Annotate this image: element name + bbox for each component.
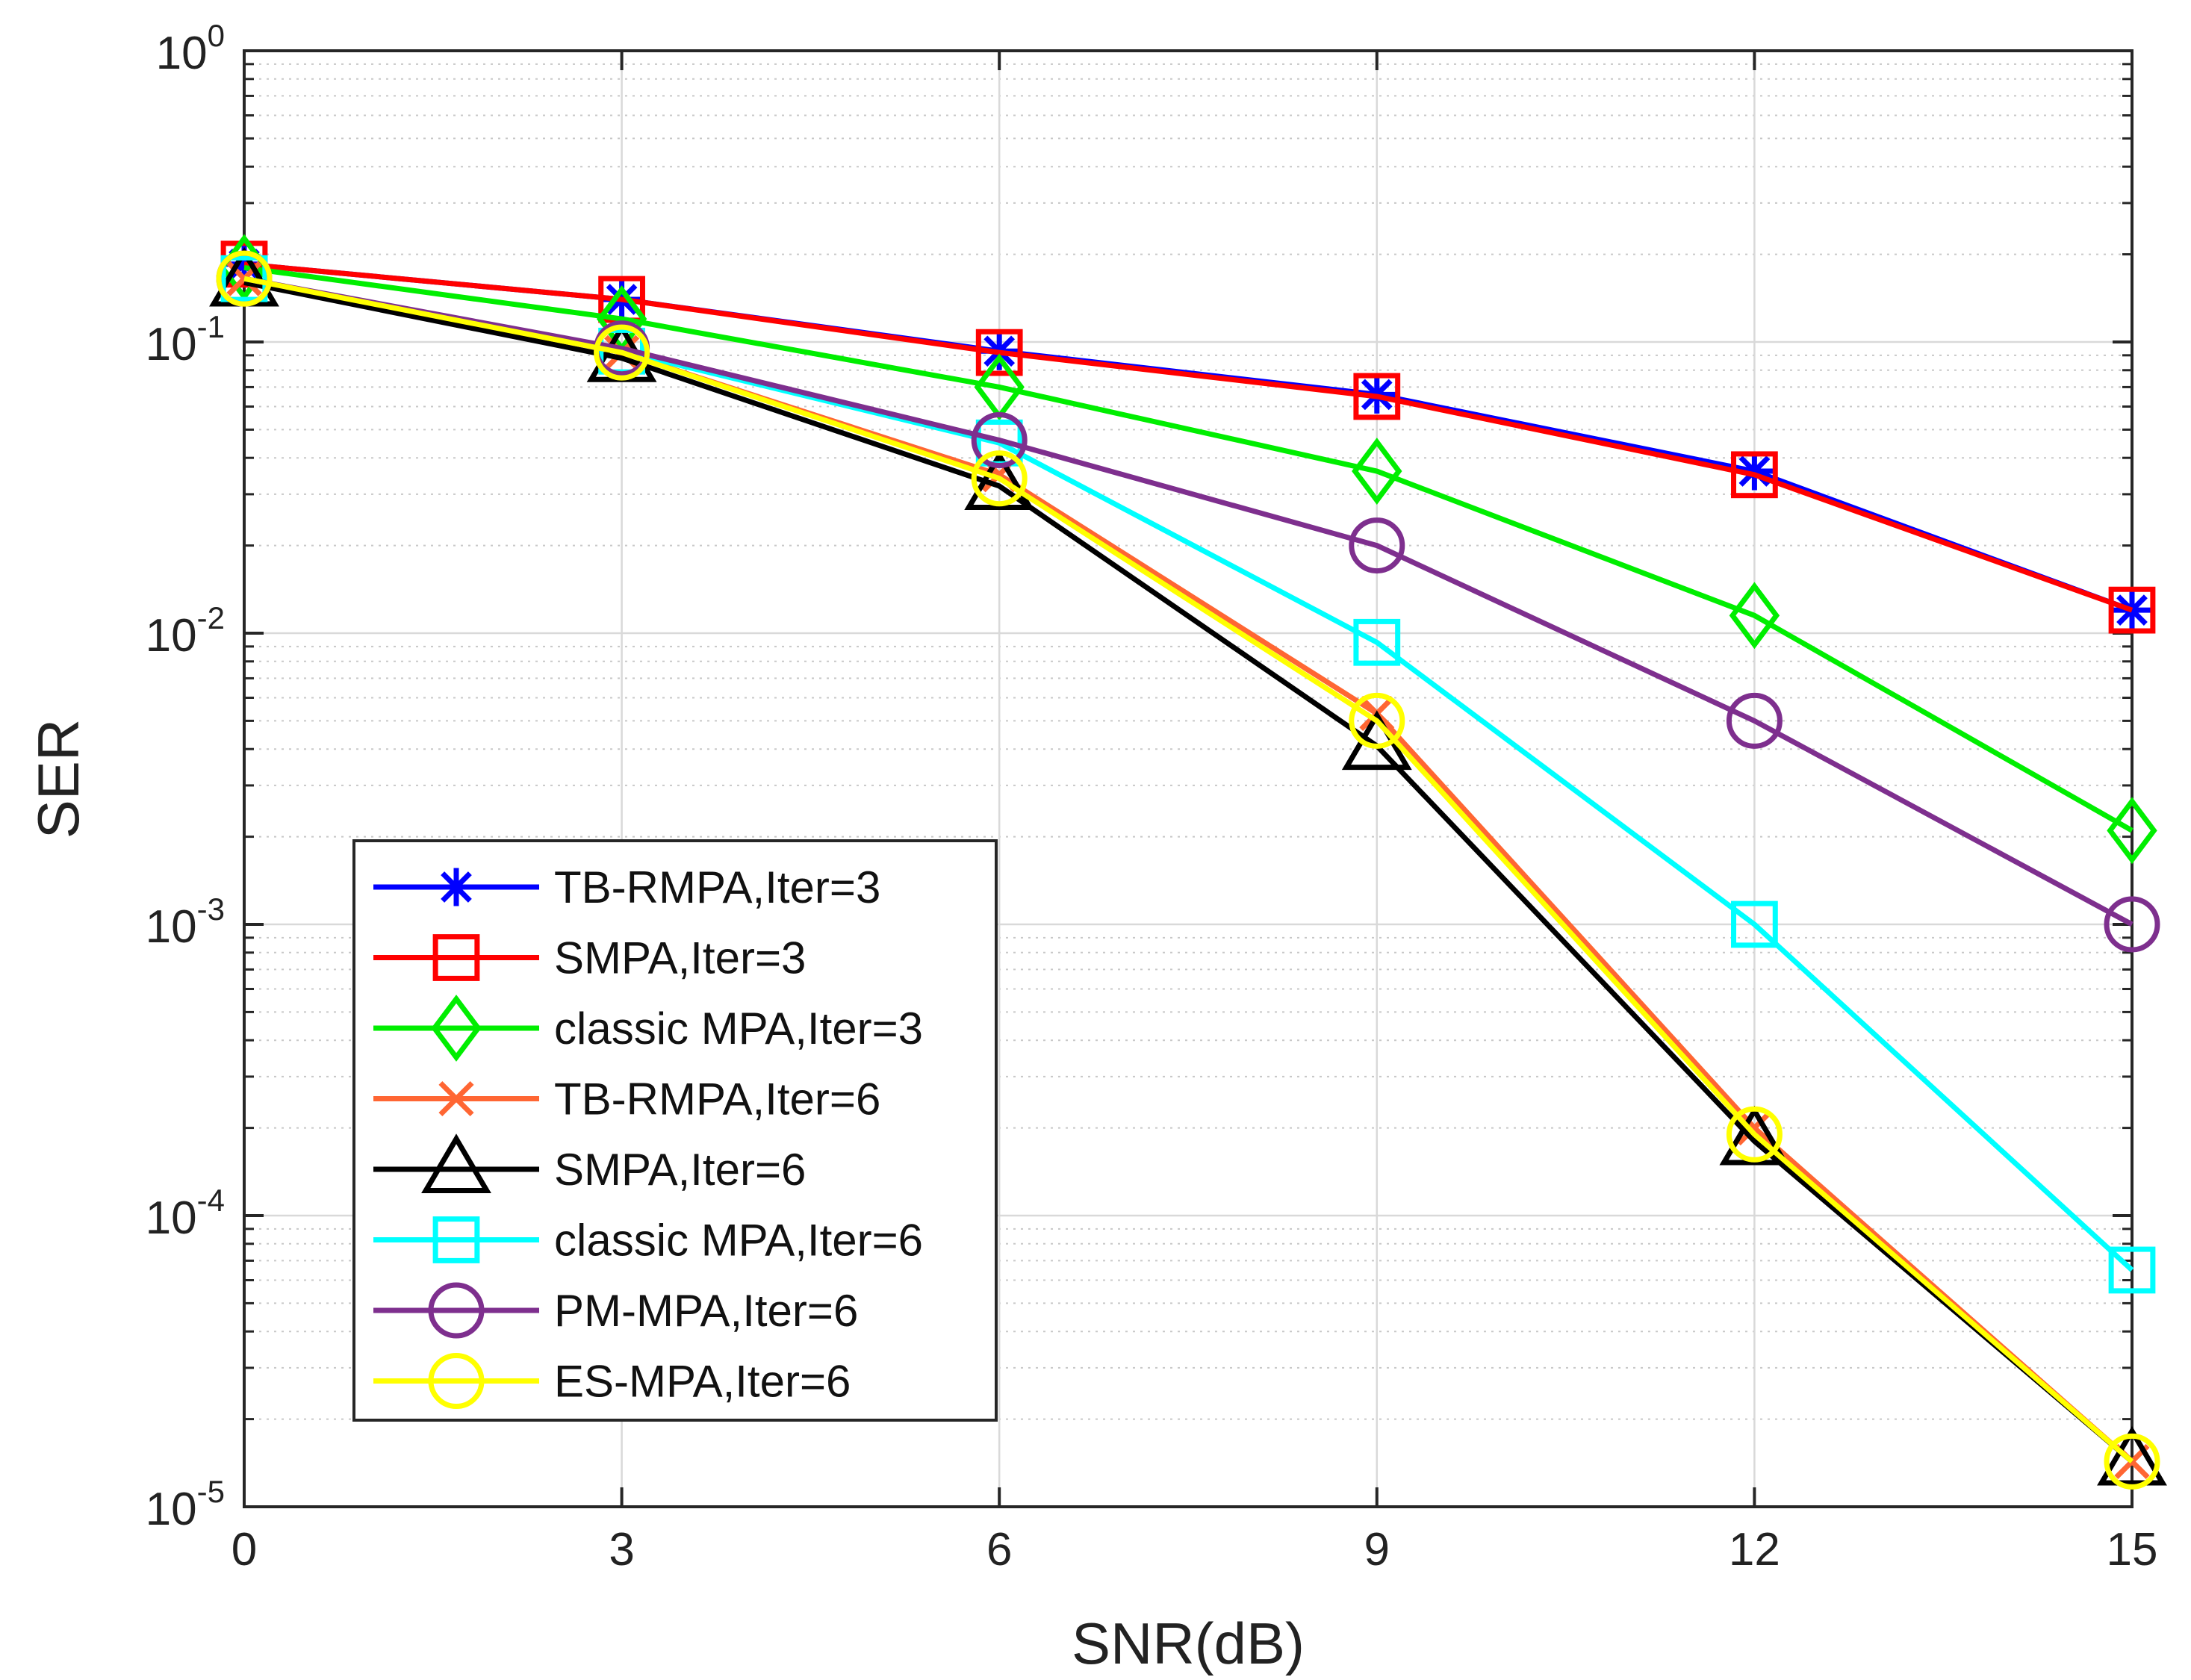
- y-tick-label: 100: [156, 18, 225, 79]
- marker-circle: [594, 324, 650, 381]
- marker-square: [432, 934, 480, 981]
- x-tick-label: 3: [609, 1524, 634, 1575]
- marker-square: [975, 329, 1023, 376]
- legend-label: classic MPA,Iter=6: [554, 1216, 923, 1266]
- marker-triangle: [1719, 1105, 1790, 1166]
- marker-triangle: [964, 450, 1035, 511]
- legend-entry: classic MPA,Iter=3: [373, 995, 923, 1062]
- marker-diamond: [1729, 582, 1780, 650]
- legend-label: ES-MPA,Iter=6: [554, 1357, 851, 1407]
- x-tick-label: 6: [986, 1524, 1012, 1575]
- axis-ticks: 0 3 6 9 12 15 100 10-1 10-2 10-3 10-4 10-5: [146, 18, 2158, 1575]
- legend-label: SMPA,Iter=3: [554, 933, 806, 983]
- marker-diamond: [2107, 797, 2157, 865]
- legend-label: TB-RMPA,Iter=3: [554, 862, 880, 912]
- marker-square: [432, 1216, 480, 1263]
- marker-circle: [1349, 692, 1405, 749]
- marker-circle: [1726, 1106, 1783, 1163]
- series-line: [243, 276, 2134, 1464]
- marker-square: [2108, 586, 2156, 634]
- series-line: [243, 261, 2133, 613]
- marker-asterisk: [437, 868, 476, 906]
- x-tick-label: 15: [2107, 1524, 2158, 1575]
- marker-square: [1731, 900, 1778, 948]
- y-tick-label: 10-4: [146, 1183, 225, 1244]
- series-7: [216, 250, 2160, 1490]
- y-axis-label: SER: [25, 719, 91, 839]
- legend-entry: SMPA,Iter=6: [373, 1133, 806, 1195]
- legend-entry: TB-RMPA,Iter=6: [373, 1074, 880, 1124]
- marker-asterisk: [225, 245, 264, 284]
- y-tick-label: 10-1: [146, 309, 225, 370]
- series-line: [243, 261, 2133, 613]
- legend-label: SMPA,Iter=6: [554, 1145, 806, 1195]
- y-tick-label: 10-5: [146, 1474, 225, 1535]
- marker-circle: [428, 1353, 485, 1409]
- y-tick-label: 10-2: [146, 600, 225, 662]
- series-line: [243, 264, 2133, 833]
- marker-circle: [428, 1282, 485, 1339]
- marker-x: [438, 1080, 474, 1117]
- x-tick-label: 12: [1729, 1524, 1780, 1575]
- series-line: [243, 279, 2134, 1464]
- plot-frame: [243, 49, 2133, 1508]
- marker-circle: [1349, 517, 1405, 574]
- legend-label: PM-MPA,Iter=6: [554, 1286, 858, 1336]
- marker-asterisk: [1735, 452, 1774, 491]
- marker-circle: [1726, 692, 1783, 749]
- marker-circle: [971, 450, 1028, 507]
- marker-square: [220, 255, 268, 302]
- legend-label: classic MPA,Iter=3: [554, 1004, 923, 1054]
- x-tick-label: 0: [231, 1524, 257, 1575]
- y-tick-label: 10-3: [146, 892, 225, 953]
- marker-triangle: [2097, 1425, 2167, 1486]
- marker-square: [2108, 1246, 2156, 1294]
- legend-entry: TB-RMPA,Iter=3: [373, 862, 880, 912]
- marker-diamond: [431, 995, 482, 1062]
- x-tick-label: 9: [1364, 1524, 1390, 1575]
- marker-square: [1731, 451, 1778, 499]
- marker-x: [1736, 1110, 1772, 1146]
- marker-circle: [2104, 1433, 2160, 1490]
- marker-square: [1353, 373, 1401, 420]
- legend-label: TB-RMPA,Iter=6: [554, 1074, 880, 1124]
- legend-entry: SMPA,Iter=3: [373, 933, 806, 983]
- legend-entry: PM-MPA,Iter=6: [373, 1282, 858, 1339]
- legend-entry: ES-MPA,Iter=6: [373, 1353, 851, 1409]
- x-axis-label: SNR(dB): [1072, 1611, 1305, 1676]
- series-layer: [209, 234, 2167, 1490]
- marker-circle: [216, 250, 273, 307]
- legend: TB-RMPA,Iter=3 SMPA,Iter=3 classic MPA,Ite…: [352, 839, 998, 1422]
- marker-triangle: [421, 1133, 491, 1194]
- series-6: [216, 250, 2160, 953]
- marker-diamond: [1352, 438, 1402, 505]
- marker-circle: [971, 412, 1028, 469]
- marker-circle: [2104, 896, 2160, 953]
- series-line: [243, 276, 2133, 927]
- legend-entry: classic MPA,Iter=6: [373, 1216, 923, 1266]
- marker-square: [1353, 618, 1401, 666]
